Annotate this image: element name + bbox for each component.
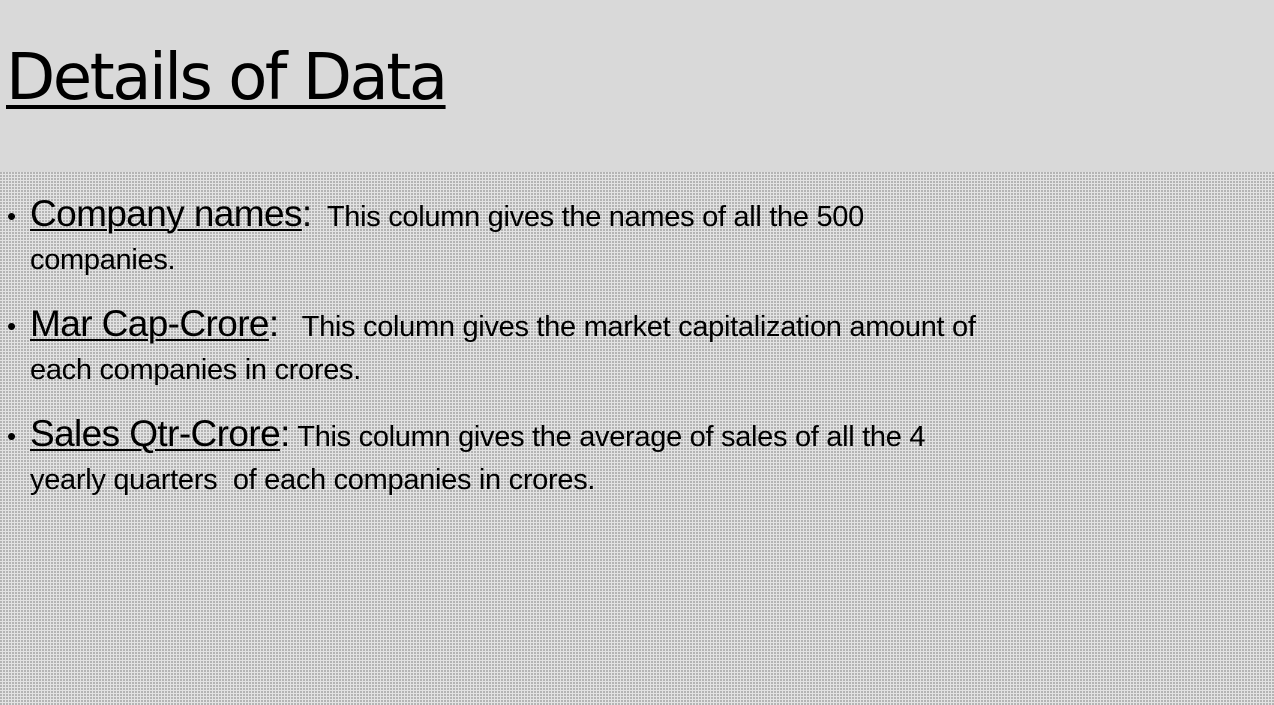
bullet-line-2: companies. xyxy=(30,244,176,276)
bullet-term: Mar Cap-Crore xyxy=(30,303,270,344)
bullet-marker: • xyxy=(7,421,17,451)
bullet-term: Sales Qtr-Crore xyxy=(30,413,281,454)
bullet-item-sales-qtr-crore: • Sales Qtr-Crore: This column gives the… xyxy=(0,412,1210,502)
bullet-marker: • xyxy=(7,201,17,231)
slide-title: Details of Data xyxy=(6,41,448,115)
bullet-separator: : xyxy=(280,413,291,454)
bullet-item-mar-cap-crore: • Mar Cap-Crore: This column gives the m… xyxy=(0,302,1210,392)
bullet-text: This column gives the average of sales o… xyxy=(290,421,926,453)
bullet-list: • Company names: This column gives the n… xyxy=(0,192,1240,522)
bullet-separator: : xyxy=(301,193,312,234)
bullet-line-2: each companies in crores. xyxy=(30,354,361,386)
slide-content: • Company names: This column gives the n… xyxy=(0,172,1274,705)
bullet-line-2: yearly quarters of each companies in cro… xyxy=(30,464,596,496)
bullet-term: Company names xyxy=(30,193,302,234)
title-band: Details of Data xyxy=(0,0,1274,172)
bullet-separator: : xyxy=(268,303,279,344)
bullet-line-1: Mar Cap-Crore: This column gives the mar… xyxy=(30,302,1210,349)
bullet-marker: • xyxy=(7,311,17,341)
bullet-line-1: Sales Qtr-Crore: This column gives the a… xyxy=(30,412,1210,459)
bullet-line-1: Company names: This column gives the nam… xyxy=(30,192,1210,239)
bullet-text: This column gives the names of all the 5… xyxy=(311,201,864,233)
bullet-item-company-names: • Company names: This column gives the n… xyxy=(0,192,1210,282)
bullet-text: This column gives the market capitalizat… xyxy=(278,311,976,343)
